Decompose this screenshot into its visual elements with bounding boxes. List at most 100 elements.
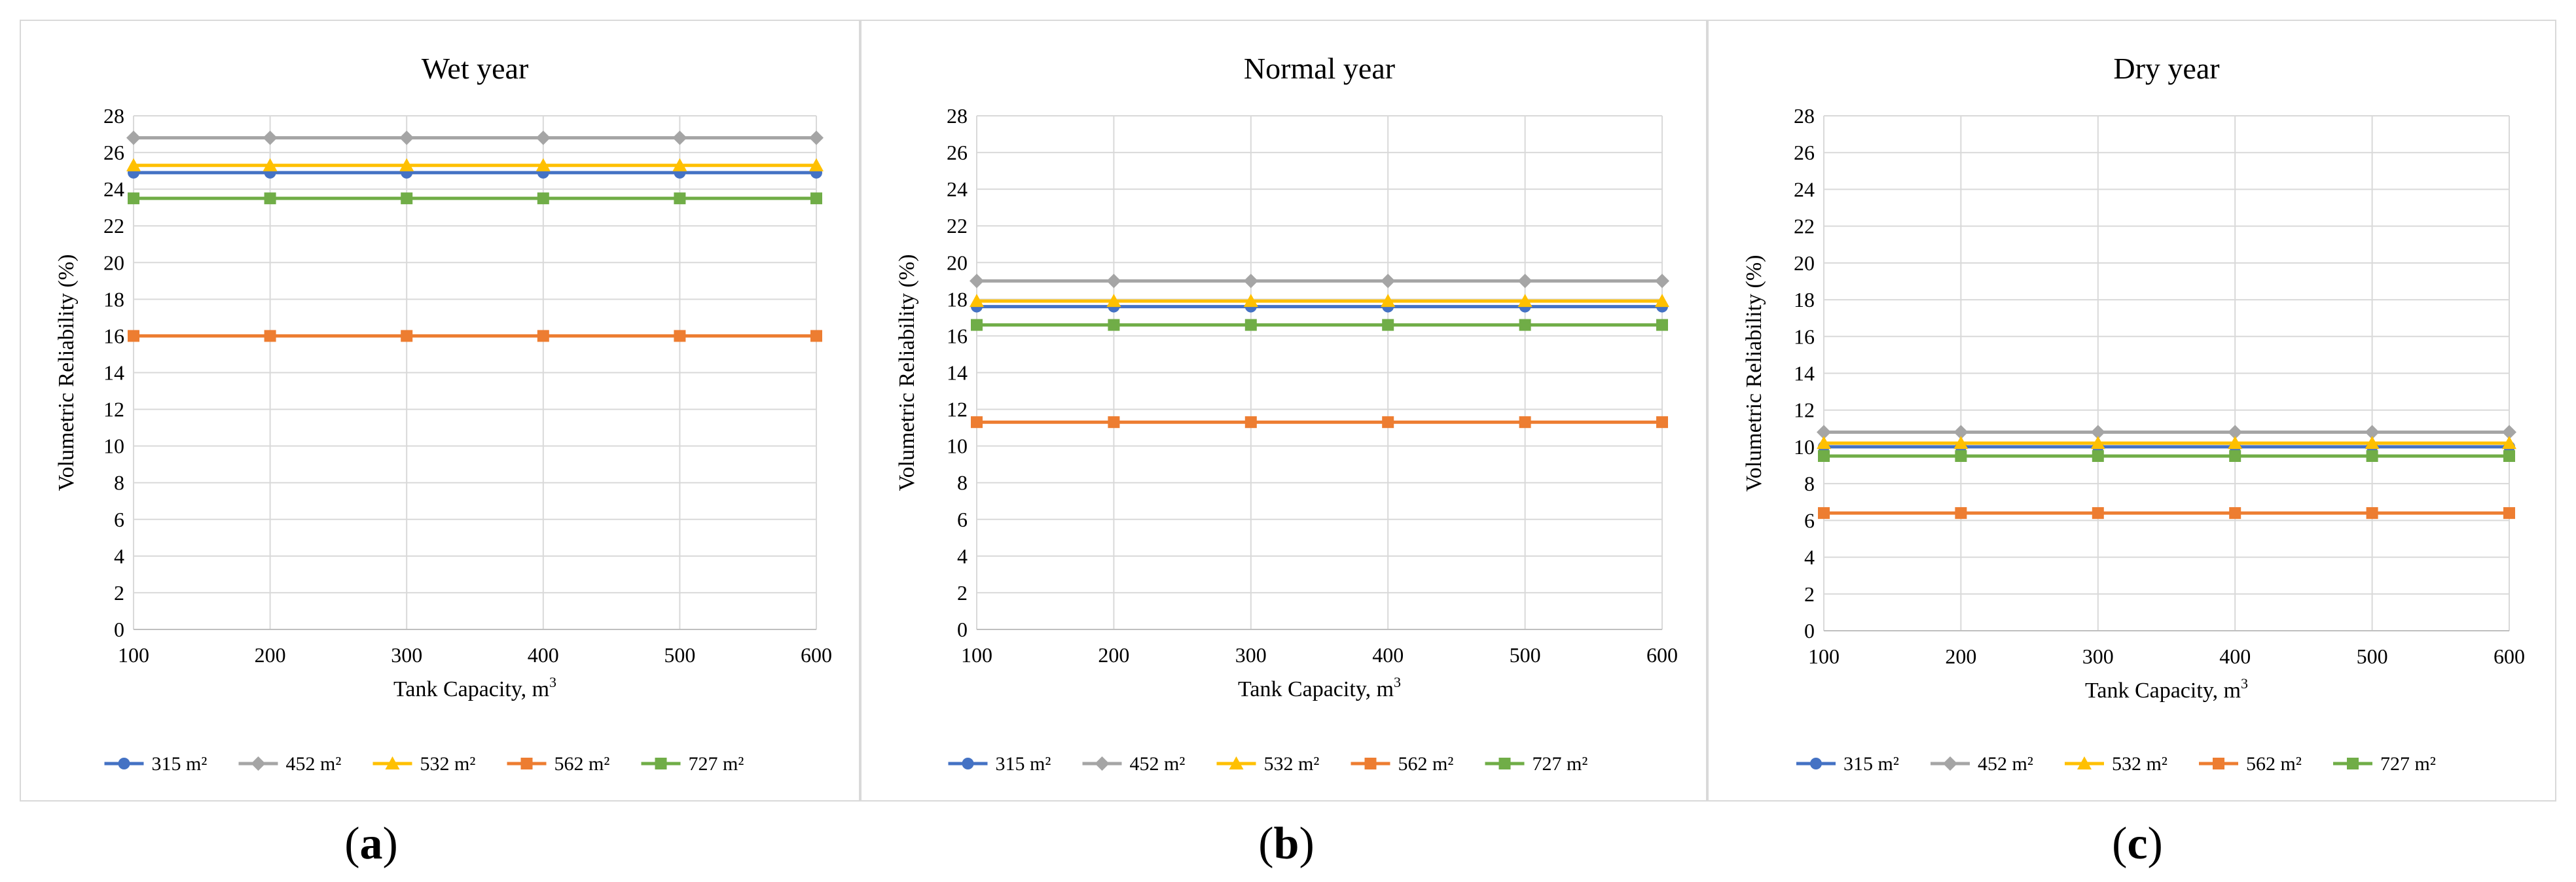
series-0: [128, 166, 822, 179]
data-point: [263, 130, 278, 145]
legend-marker: [118, 758, 130, 769]
data-point: [401, 192, 413, 205]
series-4: [971, 319, 1668, 331]
series-4: [1818, 450, 2515, 462]
legend-marker: [251, 756, 266, 771]
data-point: [2229, 507, 2241, 520]
legend-label: 532 m²: [420, 753, 476, 775]
y-tick-label: 28: [947, 104, 968, 128]
x-axis-title: Tank Capacity, m3: [1238, 674, 1401, 701]
y-tick-label: 4: [957, 544, 968, 568]
legend-label: 532 m²: [1264, 753, 1320, 775]
legend-item: 532 m²: [372, 753, 476, 775]
y-tick-label: 18: [947, 287, 968, 311]
y-tick-label: 12: [947, 398, 968, 421]
series-4: [128, 192, 822, 205]
y-tick-label: 18: [103, 287, 124, 311]
data-point: [1953, 425, 1968, 440]
data-point: [264, 330, 276, 342]
data-point: [1108, 416, 1120, 429]
legend-item: 452 m²: [1082, 753, 1185, 775]
data-point: [1517, 294, 1533, 308]
chart-panel-dry-year: Dry year 0 2 4 6 8 10 12 14 16 18 20 22 24 26 28 100 200 3…: [1707, 20, 2556, 802]
y-tick-label: 14: [947, 361, 968, 385]
y-tick-label: 26: [1794, 141, 1815, 164]
data-point: [537, 330, 549, 342]
x-tick-label: 100: [1808, 644, 1840, 668]
y-tick-label: 2: [957, 581, 968, 605]
y-tick-label: 6: [957, 508, 968, 531]
y-tick-label: 16: [947, 324, 968, 347]
data-point: [674, 330, 686, 342]
data-point: [971, 416, 983, 429]
data-point: [1655, 273, 1669, 289]
data-point: [399, 158, 414, 171]
data-point: [1519, 416, 1531, 429]
data-point: [1106, 273, 1121, 289]
series-1: [1817, 425, 2516, 440]
data-point: [1817, 436, 1831, 450]
data-point: [1381, 273, 1396, 289]
legend-label: 532 m²: [2112, 753, 2168, 775]
data-point: [537, 192, 549, 205]
y-tick-label: 0: [114, 618, 124, 641]
data-point: [128, 330, 139, 342]
y-axis-title: Volumetric Reliability (%): [895, 255, 919, 491]
legend-label: 315 m²: [996, 753, 1051, 775]
y-tick-label: 22: [103, 214, 124, 238]
legend-label: 727 m²: [689, 753, 744, 775]
data-point: [1818, 507, 1830, 520]
legend-label: 452 m²: [286, 753, 342, 775]
y-tick-label: 8: [957, 471, 968, 495]
legend-label: 727 m²: [2380, 753, 2436, 775]
x-tick-label: 100: [961, 643, 992, 667]
legend-item: 532 m²: [2065, 753, 2168, 775]
y-tick-label: 4: [114, 544, 124, 568]
y-tick-label: 10: [947, 434, 968, 458]
x-axis-title: Tank Capacity, m3: [2085, 675, 2248, 703]
x-tick-label: 500: [2357, 644, 2388, 668]
data-point: [1244, 416, 1257, 429]
data-point: [1382, 319, 1394, 331]
data-point: [1517, 273, 1533, 289]
data-point: [264, 192, 276, 205]
data-point: [399, 130, 414, 145]
x-tick-label: 500: [664, 643, 695, 667]
x-tick-label: 500: [1510, 643, 1541, 667]
data-point: [674, 192, 686, 205]
y-tick-label: 14: [1794, 362, 1815, 385]
series-3: [1818, 507, 2515, 520]
data-point: [1519, 319, 1531, 331]
x-tick-label: 600: [801, 643, 832, 667]
y-axis-title: Volumetric Reliability (%): [54, 255, 79, 491]
legend-marker: [1943, 756, 1957, 771]
panel-label-b: (b): [1258, 819, 1315, 869]
legend-marker: [2347, 758, 2359, 769]
x-tick-label: 300: [2082, 644, 2114, 668]
legend-item: 562 m²: [507, 753, 609, 775]
data-point: [2503, 507, 2515, 520]
data-point: [2502, 436, 2516, 450]
legend-marker: [655, 758, 667, 769]
data-point: [1655, 294, 1669, 308]
chart-title: Normal year: [1244, 52, 1395, 85]
y-tick-label: 8: [1804, 472, 1815, 495]
y-tick-label: 6: [114, 508, 124, 531]
legend-item: 315 m²: [104, 753, 207, 775]
y-tick-label: 28: [103, 104, 124, 128]
legend-item: 727 m²: [1485, 753, 1587, 775]
series-2: [970, 294, 1669, 308]
chart-panel-wet-year: Wet year 0 2 4 6 8 10 12 14 16 18 20 22 24 26 28 100 200 3…: [20, 20, 860, 802]
data-point: [672, 158, 687, 171]
legend-item: 562 m²: [1351, 753, 1453, 775]
legend-label: 452 m²: [1978, 753, 2033, 775]
data-point: [2365, 425, 2380, 440]
data-point: [1955, 450, 1967, 462]
data-point: [1955, 507, 1967, 520]
x-tick-label: 400: [2219, 644, 2251, 668]
y-tick-label: 22: [947, 214, 968, 238]
y-axis-title: Volumetric Reliability (%): [1742, 255, 1766, 492]
y-tick-label: 16: [103, 324, 124, 347]
